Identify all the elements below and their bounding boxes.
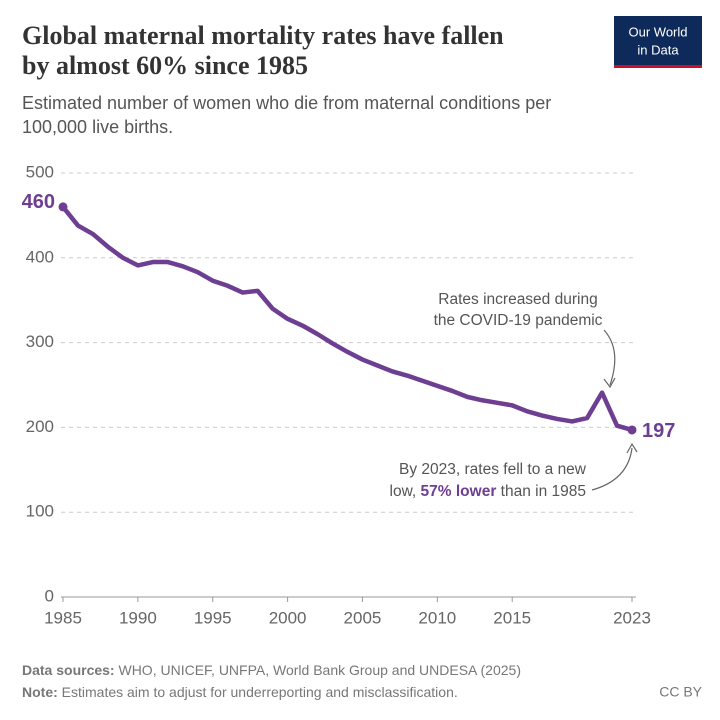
annotation-arrow [603, 377, 616, 389]
y-tick-label: 400 [26, 247, 54, 266]
footer-label: Note: [22, 684, 58, 700]
x-tick-label: 2015 [493, 608, 531, 627]
annotation-part: low, [390, 483, 421, 500]
footer-sources: Data sources: WHO, UNICEF, UNFPA, World … [22, 662, 521, 678]
y-tick-label: 500 [26, 162, 54, 181]
annotation-arrow [626, 442, 638, 454]
logo-stripe [614, 65, 702, 68]
annotation-arrow [591, 447, 633, 491]
chart-subtitle: Estimated number of women who die from m… [22, 93, 551, 113]
x-tick-label: 1990 [119, 608, 157, 627]
y-tick-label: 0 [45, 586, 54, 605]
data-line [60, 204, 635, 433]
footer-text: Estimates aim to adjust for underreporti… [58, 684, 458, 700]
annotation: By 2023, rates fell to a new [399, 461, 587, 478]
x-tick-label: 1985 [44, 608, 82, 627]
data-point [58, 202, 68, 212]
y-tick-label: 100 [26, 502, 54, 521]
x-tick-label: 1995 [194, 608, 232, 627]
annotation-arrow [603, 329, 616, 386]
footer-license: CC BY [659, 684, 702, 700]
annotation-part: than in 1985 [496, 483, 586, 500]
y-tick-label: 300 [26, 332, 54, 351]
annotation: Rates increased during [438, 291, 597, 308]
footer-label: Data sources: [22, 662, 115, 678]
logo-box [614, 16, 702, 68]
annotation: low, 57% lower than in 1985 [390, 483, 586, 500]
annotation-highlight: 57% lower [421, 483, 497, 500]
footer-text: WHO, UNICEF, UNFPA, World Bank Group and… [115, 662, 521, 678]
chart-title: by almost 60% since 1985 [22, 51, 308, 80]
footer-note: Note: Estimates aim to adjust for underr… [22, 684, 458, 700]
logo-text: Our World [629, 24, 688, 39]
logo: Our World in Data [614, 16, 702, 68]
x-tick-label: 2010 [418, 608, 456, 627]
x-tick-label: 2023 [613, 608, 651, 627]
x-tick-label: 2000 [269, 608, 307, 627]
x-tick-label: 2005 [344, 608, 382, 627]
logo-text: in Data [637, 42, 679, 57]
value-label: 197 [642, 420, 675, 442]
data-point [627, 425, 637, 435]
annotation: the COVID-19 pandemic [434, 312, 603, 329]
y-tick-label: 200 [26, 417, 54, 436]
chart-subtitle: 100,000 live births. [22, 117, 173, 137]
chart-title: Global maternal mortality rates have fal… [22, 21, 504, 50]
value-label: 460 [22, 191, 55, 213]
